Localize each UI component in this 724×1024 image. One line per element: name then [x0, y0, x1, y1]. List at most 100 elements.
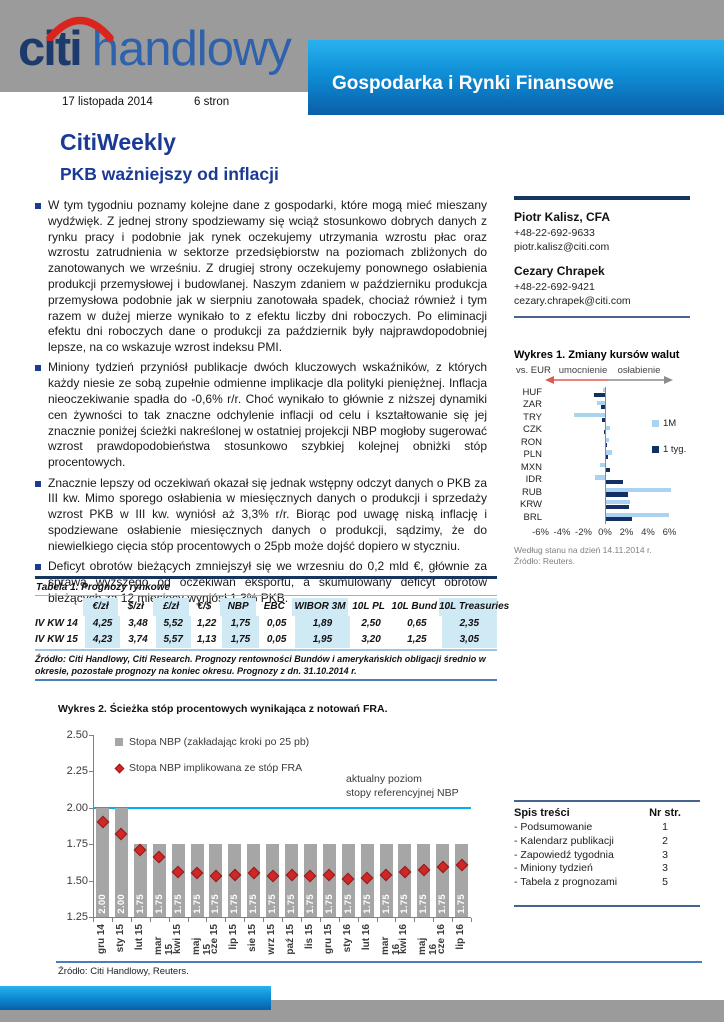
legend-item: 1M	[652, 418, 676, 429]
table-cell: 1,95	[294, 632, 351, 648]
x-tick-label: paź 15	[285, 924, 296, 955]
bullet-item: W tym tygodniu poznamy kolejne dane z go…	[35, 198, 487, 356]
bar-value-label: 1.75	[267, 894, 279, 914]
date-row: 17 listopada 2014 6 stron	[62, 96, 267, 108]
bar-lut 15: 1.75	[133, 844, 147, 917]
doc-subtitle: PKB ważniejszy od inflacji	[60, 164, 279, 184]
bullet-text: W tym tygodniu poznamy kolejne dane z go…	[48, 198, 487, 355]
forecast-table: €/zł $/zł £/zł €/$ NBP EBC WIBOR 3M 10L PL 10L B…	[35, 598, 509, 648]
table-cell: 0,05	[266, 618, 287, 629]
divider	[514, 905, 700, 907]
x-tick-label: lut 15	[133, 924, 145, 951]
bar-maj 15: 1.75	[190, 844, 204, 917]
category-label: HUF	[522, 387, 542, 398]
bar-KRW	[606, 504, 629, 510]
chart1-source: Źródło: Reuters.	[514, 556, 575, 566]
toc-item-page: 5	[662, 876, 668, 889]
report-banner: Gospodarka i Rynki Finansowe	[308, 40, 724, 115]
bullet-icon	[35, 564, 41, 571]
table-col-header: $/zł	[127, 601, 144, 612]
bar-value-label: 1.75	[323, 894, 335, 914]
bullet-text: Znacznie lepszy od oczekiwań okazał się …	[48, 475, 487, 553]
bar-MXN	[599, 462, 605, 468]
logo-citi: citi	[18, 16, 114, 78]
x-tick	[130, 918, 132, 922]
y-tick	[89, 880, 93, 882]
table-col-header: 10L Bund	[391, 601, 437, 612]
bar-TRY	[601, 417, 605, 422]
banner-title: Gospodarka i Rynki Finansowe	[332, 73, 614, 94]
x-tick	[357, 918, 359, 922]
bullet-item: Znacznie lepszy od oczekiwań okazał się …	[35, 476, 487, 555]
x-tick	[149, 918, 151, 922]
table-cell: 2,35	[441, 616, 497, 632]
bar-value-label: 1.75	[229, 894, 241, 914]
x-tick	[206, 918, 208, 922]
x-tick	[93, 918, 94, 922]
x-tick-label: gru 15	[322, 924, 334, 955]
bar-IDR	[606, 479, 624, 485]
toc-item: - Podsumowanie 1	[514, 821, 700, 835]
bar-sty 15: 2.00	[114, 807, 128, 917]
table-col-header: 10L PL	[352, 601, 385, 612]
y-tick-label: 1.75	[66, 838, 88, 851]
x-tick-label: sty 15	[114, 924, 126, 953]
x-tick	[376, 918, 378, 922]
bar-sie 15: 1.75	[247, 844, 261, 917]
doc-title: CitiWeekly	[60, 129, 176, 155]
bar-RON	[606, 442, 607, 447]
zero-axis	[605, 387, 606, 524]
toc-item-page: 3	[662, 848, 668, 861]
divider	[35, 649, 497, 651]
divider	[35, 576, 497, 579]
chart1-weaken-label: osłabienie	[617, 365, 661, 376]
y-tick-label: 1.50	[66, 874, 88, 887]
bar-maj 16: 1.75	[417, 844, 431, 917]
x-tick	[395, 918, 397, 922]
bar-RUB	[606, 487, 671, 492]
x-tick	[338, 918, 340, 922]
x-tick-label: 0%	[598, 527, 612, 538]
category-label: ZAR	[523, 399, 542, 411]
x-tick-label: lis 15	[303, 924, 315, 950]
bar-PLN	[606, 450, 613, 455]
legend-item: 1 tyg.	[652, 444, 686, 455]
table-header-row: €/zł $/zł £/zł €/$ NBP EBC WIBOR 3M 10L PL 10L B…	[35, 598, 509, 616]
bar-MXN	[606, 467, 611, 472]
bar-kwi 15: 1.75	[171, 844, 185, 917]
y-tick	[89, 844, 93, 846]
toc-header: Spis treści Nr str.	[514, 807, 700, 819]
x-tick	[168, 918, 170, 922]
table-row: IV KW 14 4,25 3,48 5,52 1,22 1,75 0,05 1,89 2,50…	[35, 616, 497, 632]
x-tick	[282, 918, 283, 922]
legend-label: Stopa NBP implikowana ze stóp FRA	[129, 762, 303, 774]
bar-value-label: 1.75	[248, 894, 260, 914]
toc-item: - Miniony tydzień 3	[514, 862, 700, 876]
bar-CZK	[603, 430, 605, 435]
chart2-y-axis	[93, 735, 94, 918]
x-tick-label: 2%	[619, 527, 634, 538]
contact-name: Piotr Kalisz, CFA	[514, 210, 611, 224]
bar-PLN	[606, 455, 609, 460]
table-col-header: £/zł	[153, 598, 189, 616]
x-tick-label: kwi 15	[171, 924, 183, 955]
chart2-source: Źródło: Citi Handlowy, Reuters.	[58, 966, 189, 977]
table-cell: 1,22	[196, 618, 217, 629]
table-cell: 4,23	[85, 632, 121, 648]
x-tick-label: 4%	[641, 527, 655, 538]
report-date: 17 listopada 2014	[62, 96, 153, 108]
bar-BRL	[606, 517, 632, 522]
bar-value-label: 1.75	[134, 894, 146, 914]
legend-swatch-red-diamond	[114, 763, 125, 773]
divider	[35, 595, 497, 596]
divider	[35, 679, 497, 681]
toc-item: - Tabela z prognozami 5	[514, 876, 700, 890]
x-tick	[244, 918, 246, 922]
table-cell: 3,48	[128, 618, 148, 629]
logo-citi-text: citi	[18, 22, 83, 76]
x-tick-label: lip 15	[228, 924, 240, 950]
chart1-strengthen-label: umocnienie	[558, 365, 608, 376]
contact-entry: Cezary Chrapek +48-22-692-9421 cezary.ch…	[514, 264, 690, 308]
toc-item-label: - Zapowiedź tygodnia	[514, 848, 614, 861]
table-col-header: NBP	[220, 598, 257, 616]
